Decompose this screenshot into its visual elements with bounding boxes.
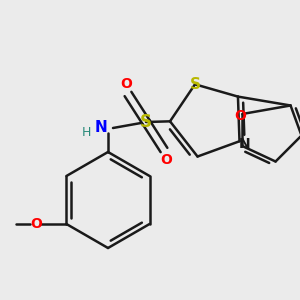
Text: N: N	[94, 121, 107, 136]
Text: H: H	[81, 125, 91, 139]
Text: S: S	[140, 113, 152, 131]
Text: O: O	[120, 77, 132, 91]
Text: O: O	[234, 109, 246, 123]
Text: O: O	[31, 217, 42, 231]
Text: N: N	[238, 137, 250, 151]
Text: O: O	[160, 153, 172, 167]
Text: S: S	[190, 77, 200, 92]
